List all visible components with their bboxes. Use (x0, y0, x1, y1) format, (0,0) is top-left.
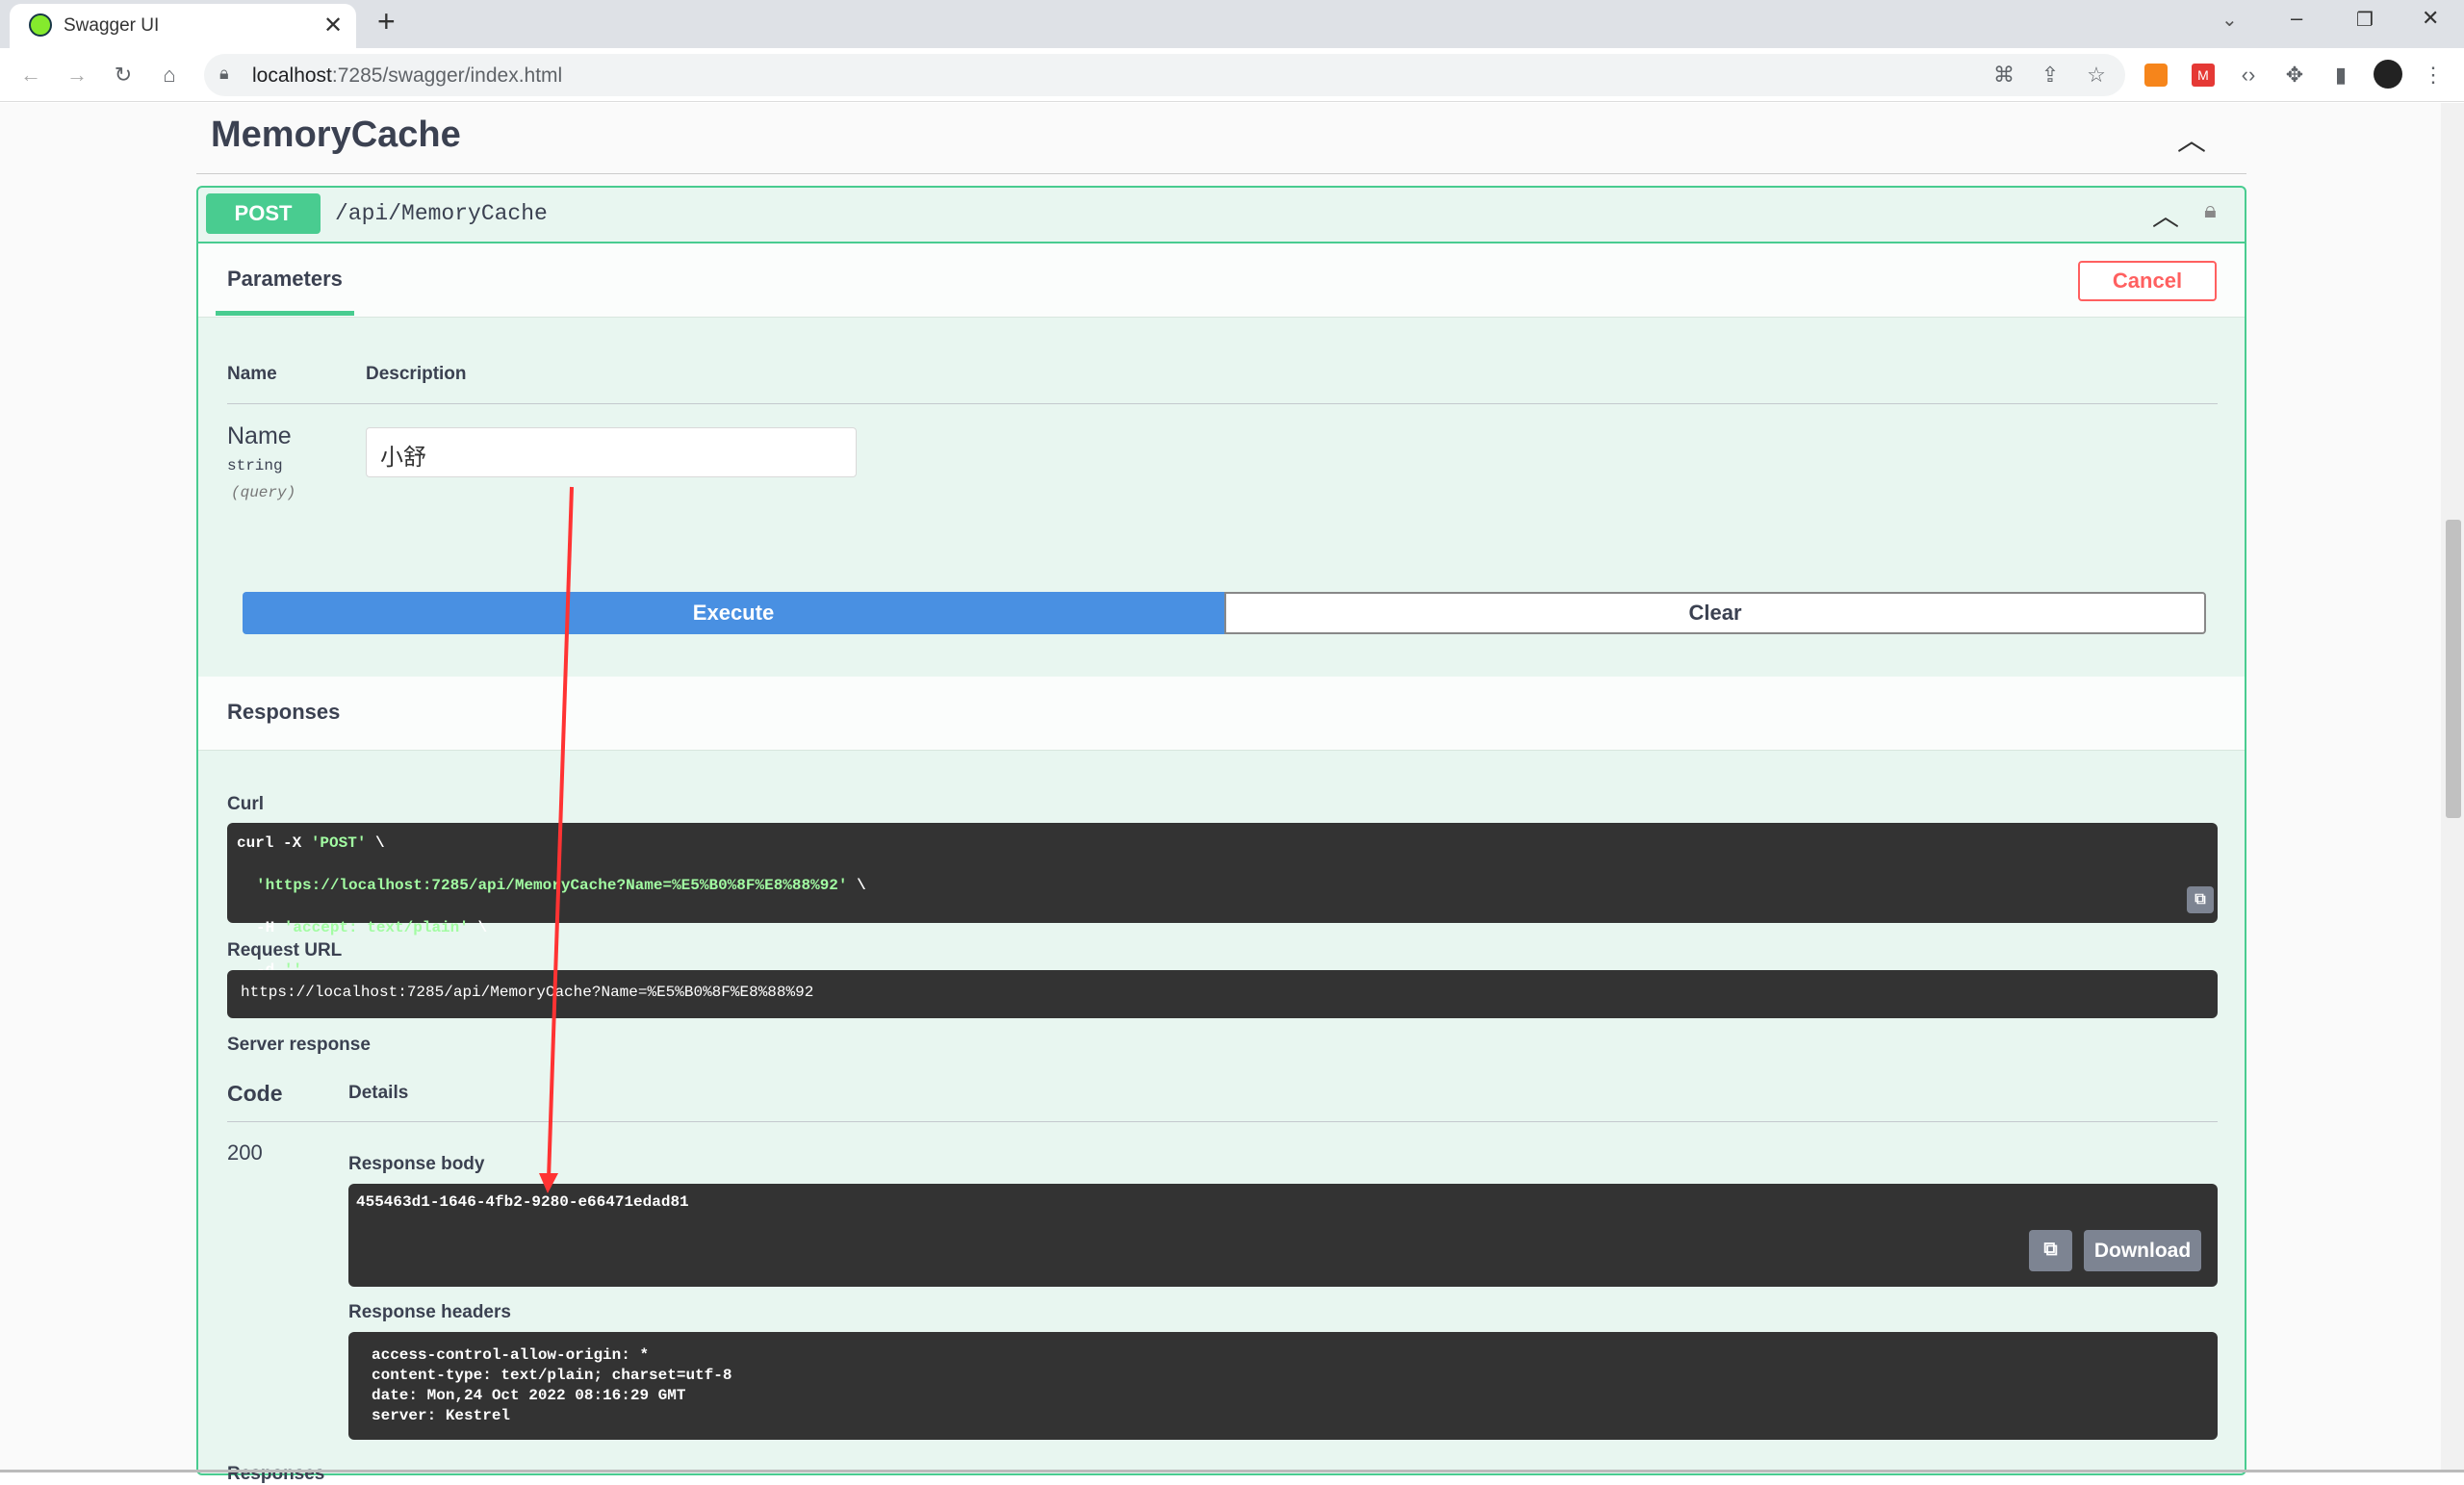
url-path: :7285/swagger/index.html (331, 64, 563, 87)
browser-tab[interactable]: Swagger UI ✕ (10, 4, 356, 48)
cancel-button[interactable]: Cancel (2078, 261, 2217, 301)
server-response-label: Server response (227, 1035, 371, 1055)
response-body-label: Response body (348, 1154, 485, 1174)
address-bar[interactable]: 🔒︎ localhost:7285/swagger/index.html ⌘ ⇪… (204, 54, 2125, 96)
column-header-description: Description (366, 364, 467, 384)
collapse-section-chevron-icon[interactable]: ︿ (2177, 125, 2206, 157)
response-headers-block: access-control-allow-origin: * content-t… (348, 1332, 2218, 1440)
response-header-line: content-type: text/plain; charset=utf-8 (372, 1367, 732, 1384)
close-tab-icon[interactable]: ✕ (323, 13, 344, 38)
tab-title: Swagger UI (64, 15, 160, 36)
curl-line-3: -H 'accept: text/plain' \ (237, 917, 2208, 938)
curl-text: \ (366, 834, 385, 852)
responses-header: Responses (198, 677, 2245, 751)
operation-block: POST /api/MemoryCache ︿ 🔒︎ Parameters Ca… (196, 186, 2246, 1484)
curl-label: Curl (227, 794, 264, 814)
response-header-line: date: Mon,24 Oct 2022 08:16:29 GMT (372, 1387, 686, 1404)
translate-icon[interactable]: ⌘ (1993, 63, 2015, 87)
parameters-tab-bar: Parameters Cancel (198, 243, 2245, 318)
arrow-line (547, 486, 574, 1180)
request-url-label: Request URL (227, 940, 343, 960)
restore-icon[interactable]: ❐ (2356, 10, 2374, 31)
tab-strip (0, 0, 2464, 48)
operation-header[interactable]: POST /api/MemoryCache ︿ 🔒︎ (198, 188, 2245, 243)
param-table-divider (227, 403, 2218, 404)
response-header-line: access-control-allow-origin: * (372, 1346, 650, 1364)
window-close-icon[interactable]: ✕ (2422, 6, 2440, 30)
execute-button[interactable]: Execute (243, 592, 1224, 634)
request-url: https://localhost:7285/api/MemoryCache?N… (241, 984, 814, 1001)
section-title[interactable]: MemoryCache (211, 115, 461, 155)
tab-search-icon[interactable]: ⌄ (2221, 10, 2238, 31)
forward-icon[interactable]: → (66, 63, 88, 87)
curl-string: 'https://localhost:7285/api/MemoryCache?… (256, 877, 848, 894)
back-icon[interactable]: ← (20, 63, 41, 87)
devtools-extension-icon[interactable]: ‹› (2241, 63, 2256, 87)
active-tab-underline (216, 311, 354, 316)
extensions-puzzle-icon[interactable]: ✥ (2285, 63, 2304, 87)
curl-text: \ (468, 919, 488, 936)
curl-line-2: 'https://localhost:7285/api/MemoryCache?… (237, 875, 2208, 896)
response-header-line: server: Kestrel (372, 1407, 511, 1424)
tab-parameters[interactable]: Parameters (227, 267, 343, 291)
responses-title: Responses (227, 700, 341, 724)
side-panel-icon[interactable]: ▮ (2334, 63, 2348, 87)
param-value: 小舒 (380, 445, 426, 471)
home-icon[interactable]: ⌂ (163, 63, 176, 87)
lock-authorize-icon[interactable]: 🔒︎ (2204, 197, 2217, 223)
copy-response-icon[interactable]: ⧉ (2029, 1230, 2072, 1271)
response-headers-label: Response headers (348, 1302, 511, 1322)
response-table-divider (227, 1121, 2218, 1122)
minimize-icon[interactable]: – (2291, 6, 2303, 30)
param-location: (query) (231, 484, 296, 501)
code-column-header: Code (227, 1081, 283, 1106)
page-content: MemoryCache ︿ POST /api/MemoryCache ︿ 🔒︎… (0, 103, 2441, 1484)
response-body-text: 455463d1-1646-4fb2-9280-e66471edad81 (356, 1193, 689, 1211)
operation-path: /api/MemoryCache (335, 201, 548, 226)
metamask-extension-icon[interactable] (2144, 64, 2168, 87)
bottom-edge (0, 1470, 2464, 1472)
collapse-operation-chevron-icon[interactable]: ︿ (2152, 201, 2180, 231)
lock-icon: 🔒︎ (219, 64, 229, 83)
response-body-block: 455463d1-1646-4fb2-9280-e66471edad81 ⧉ D… (348, 1184, 2218, 1287)
request-url-block: https://localhost:7285/api/MemoryCache?N… (227, 970, 2218, 1018)
param-type: string (227, 457, 283, 474)
menu-kebab-icon[interactable]: ⋮ (2423, 63, 2444, 87)
arrow-head (539, 1173, 558, 1193)
param-name-input[interactable]: 小舒 (366, 427, 857, 477)
clear-button[interactable]: Clear (1224, 592, 2206, 634)
section-divider (196, 173, 2246, 174)
param-name: Name (227, 422, 292, 449)
url-text[interactable]: localhost:7285/swagger/index.html (252, 64, 562, 88)
copy-curl-icon[interactable]: ⧉ (2187, 886, 2214, 913)
mail-extension-icon[interactable]: M (2192, 64, 2215, 87)
method-badge: POST (206, 193, 321, 234)
red-annotation-arrow (539, 486, 574, 1193)
column-header-name: Name (227, 364, 277, 384)
curl-line-1: curl -X 'POST' \ (237, 832, 2208, 854)
swagger-favicon-icon (29, 13, 52, 37)
curl-text: -H (256, 919, 284, 936)
details-column-header: Details (348, 1083, 409, 1103)
profile-avatar[interactable] (2374, 60, 2402, 89)
url-host: localhost (252, 64, 332, 87)
share-icon[interactable]: ⇪ (2040, 63, 2060, 87)
bookmark-star-icon[interactable]: ☆ (2087, 63, 2106, 87)
curl-text: curl -X (237, 834, 311, 852)
curl-string: 'POST' (310, 834, 367, 852)
response-code: 200 (227, 1140, 263, 1165)
reload-icon[interactable]: ↻ (114, 63, 133, 87)
curl-text: \ (847, 877, 866, 894)
new-tab-icon[interactable]: + (377, 4, 396, 38)
curl-string: 'accept: text/plain' (283, 919, 469, 936)
download-button[interactable]: Download (2084, 1230, 2201, 1271)
scrollbar-thumb[interactable] (2446, 520, 2461, 818)
